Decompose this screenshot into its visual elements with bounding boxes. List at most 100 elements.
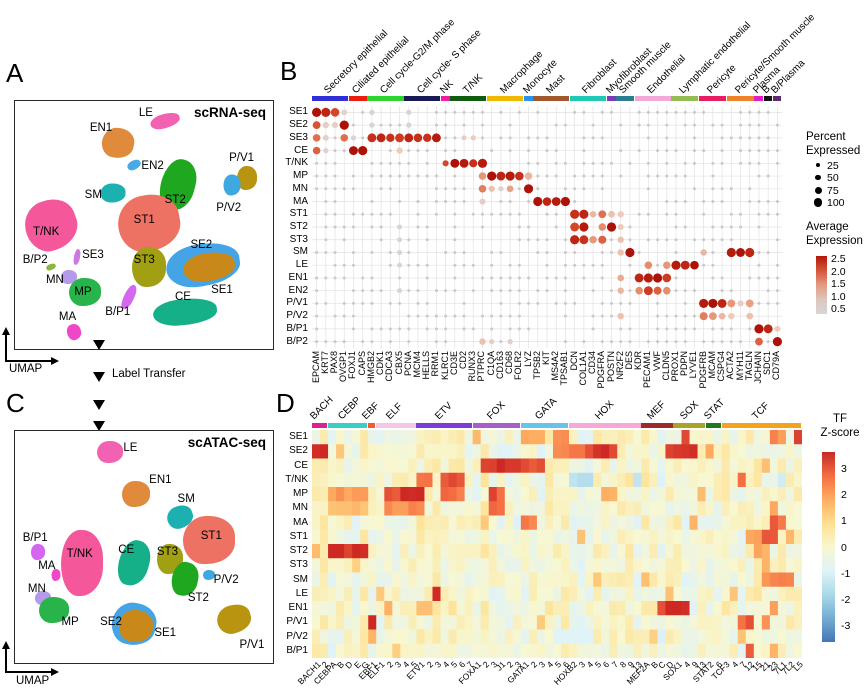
heatmap-row-label: SE2 [289, 445, 308, 457]
dotplot-row-label: SE1 [289, 106, 308, 118]
panel-d-heatmap [312, 430, 802, 658]
tf-label: L5 [790, 659, 805, 674]
average-expression-tick: 0.5 [831, 303, 846, 315]
category-segment [616, 96, 634, 101]
cluster-blob-ST1 [182, 516, 235, 565]
legend-title-line: Z-score [820, 427, 860, 440]
panel-a-y-axis [5, 334, 7, 360]
category-segment [441, 96, 450, 101]
average-expression-legend-title: Average Expression [806, 220, 863, 249]
panel-d-letter: D [276, 388, 295, 418]
cluster-label-SE1: SE1 [154, 627, 177, 640]
cluster-blob-PV2 [223, 174, 241, 196]
cluster-label-MA: MA [58, 310, 77, 323]
gene-label: PDGFRA [596, 351, 607, 389]
cluster-label-TNK: T/NK [33, 226, 60, 239]
category-label: NK [437, 78, 456, 96]
cluster-blob-LE [148, 110, 181, 132]
cluster-label-MN: MN [27, 583, 46, 596]
family-segment [416, 423, 472, 428]
legend-title-line: TF [832, 413, 848, 425]
percent-legend-dot [813, 198, 823, 207]
family-label: MEF [645, 399, 669, 422]
legend-title-line: Expression [806, 235, 863, 248]
cluster-blob-EN2 [125, 158, 142, 173]
dotplot-row-label: SM [293, 246, 308, 258]
dotplot-row-label: MP [293, 170, 308, 182]
tf-zscore-tick: 2 [841, 489, 847, 502]
category-segment [533, 96, 570, 101]
dotplot-row-label: LE [295, 259, 308, 271]
cluster-blob-MA [51, 568, 61, 581]
cluster-label-PV1: P/V1 [229, 152, 255, 165]
cluster-label-PV2: P/V2 [216, 201, 242, 214]
family-segment [641, 423, 673, 428]
family-segment [673, 423, 705, 428]
cluster-blob-SM [100, 183, 126, 203]
cluster-label-EN2: EN2 [141, 159, 164, 172]
heatmap-row-label: ST1 [289, 530, 308, 542]
cluster-blob-MA [65, 321, 84, 342]
panel-b-letter: B [280, 56, 298, 86]
heatmap-row-label: MN [292, 502, 308, 514]
category-segment [634, 96, 671, 101]
family-label: SOX [677, 399, 701, 422]
panel-b-dotplot [312, 106, 782, 348]
tf-zscore-colorbar [822, 452, 835, 642]
cluster-label-CE: CE [118, 543, 135, 556]
cluster-label-MA: MA [38, 559, 56, 572]
family-label: ETV [432, 400, 455, 422]
percent-legend-value: 75 [827, 184, 839, 197]
percent-legend-value: 25 [827, 159, 839, 172]
family-label: HOX [593, 398, 617, 422]
panel-c-y-axis [5, 648, 7, 672]
heatmap-row-label: LE [295, 587, 308, 599]
family-segment [705, 423, 721, 428]
average-expression-tick: 2.5 [831, 253, 846, 265]
cluster-label-SE3: SE3 [82, 248, 104, 261]
family-label: CEBP [336, 394, 364, 422]
cluster-label-SM: SM [177, 492, 195, 505]
gene-label: FOLR2 [513, 351, 524, 381]
family-segment [721, 423, 802, 428]
percent-legend-dot [816, 163, 820, 167]
category-segment [487, 96, 524, 101]
category-segment [367, 96, 404, 101]
cluster-label-PV2: P/V2 [213, 573, 239, 586]
family-segment [520, 423, 569, 428]
dotplot-row-label: MA [293, 195, 308, 207]
cluster-label-MP: MP [61, 615, 79, 628]
cluster-label-MN: MN [45, 273, 64, 286]
panel-c-x-arrow-icon [51, 668, 59, 676]
heatmap-row-label: CE [294, 459, 308, 471]
cluster-blob-EN1 [122, 480, 151, 507]
category-segment [606, 96, 616, 101]
family-segment [312, 423, 328, 428]
gene-label: RRM1 [430, 351, 441, 377]
percent-expressed-legend-title: Percent Expressed [806, 130, 860, 159]
cluster-label-BP1: B/P1 [22, 532, 48, 545]
cluster-blob-PV1 [214, 600, 255, 637]
cluster-blob-ST3 [132, 247, 167, 288]
cluster-blob-TNK [18, 192, 85, 258]
cluster-label-BP2: B/P2 [22, 253, 48, 266]
cluster-label-LE: LE [138, 107, 153, 120]
heatmap-row-label: MP [293, 488, 308, 500]
gene-label: ACTA2 [725, 351, 736, 380]
gene-label: CDCA3 [384, 351, 395, 382]
category-segment [671, 96, 699, 101]
category-segment [726, 96, 754, 101]
panel-a-x-axis [5, 360, 51, 362]
cluster-label-SE1: SE1 [211, 283, 233, 296]
category-segment [754, 96, 763, 101]
panel-c-x-axis [5, 671, 51, 673]
cluster-label-PV1: P/V1 [239, 638, 265, 651]
gene-label: PECAM1 [642, 351, 653, 389]
heatmap-row-label: P/V2 [286, 630, 308, 642]
dotplot-row-label: SE2 [289, 119, 308, 131]
cluster-label-EN1: EN1 [89, 122, 113, 135]
family-label: ELF [384, 401, 406, 422]
category-label: T/NK [460, 72, 485, 96]
dotplot-row-label: SE3 [289, 131, 308, 143]
